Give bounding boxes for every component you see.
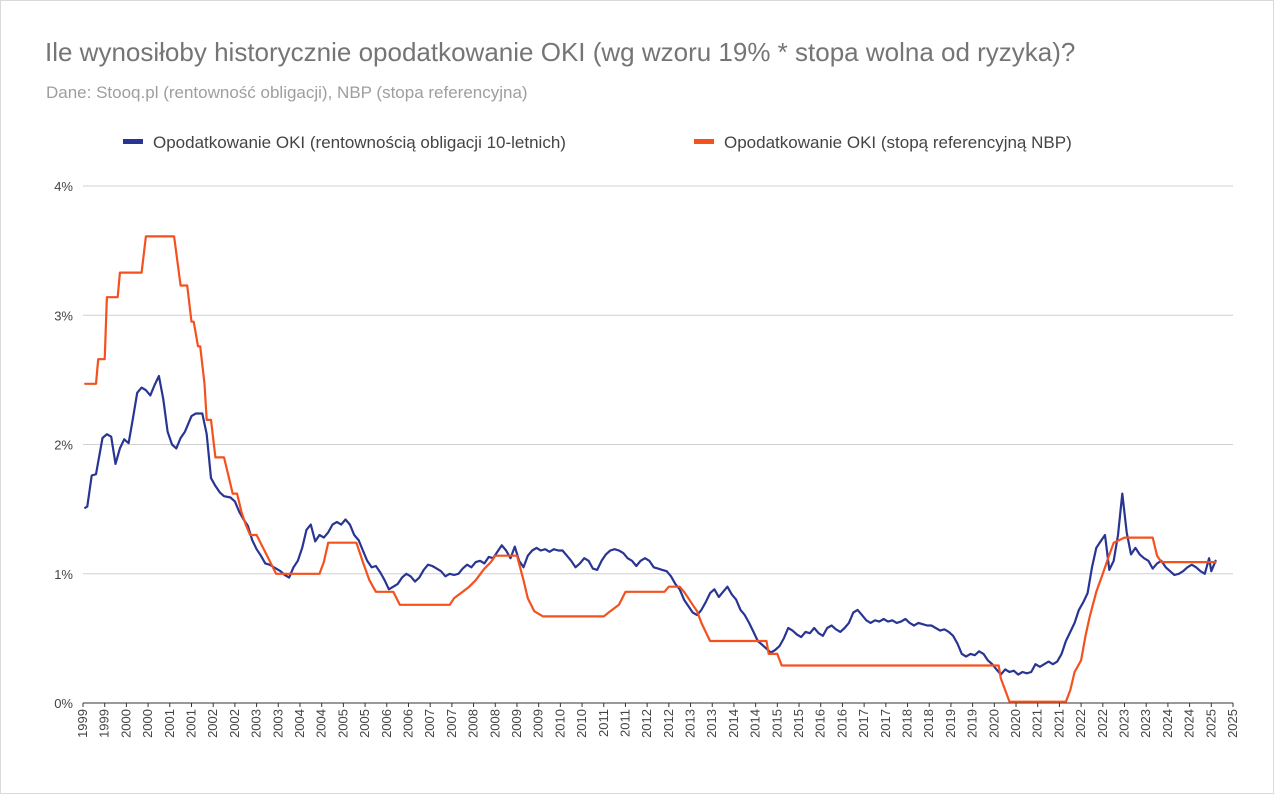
x-tick-label: 2008	[466, 709, 481, 738]
y-tick-label: 1%	[54, 567, 73, 582]
x-tick-label: 2010	[552, 709, 567, 738]
series-line-nbp-rate	[84, 235, 1217, 703]
x-tick-label: 2014	[748, 709, 763, 738]
y-tick-label: 4%	[54, 179, 73, 194]
x-tick-label: 1999	[75, 709, 90, 738]
x-tick-label: 2020	[1008, 709, 1023, 738]
x-tick-label: 2009	[531, 709, 546, 738]
x-tick-label: 2006	[400, 709, 415, 738]
x-tick-label: 2021	[1030, 709, 1045, 738]
x-tick-label: 2025	[1225, 709, 1240, 738]
x-tick-label: 2010	[574, 709, 589, 738]
x-tick-label: 2018	[900, 709, 915, 738]
x-tick-label: 2013	[683, 709, 698, 738]
legend-swatch	[123, 139, 143, 144]
legend-swatch	[694, 139, 714, 144]
x-tick-label: 2017	[878, 709, 893, 738]
x-tick-label: 2006	[379, 709, 394, 738]
x-tick-label: 2015	[791, 709, 806, 738]
x-tick-label: 2002	[227, 709, 242, 738]
x-tick-label: 2003	[270, 709, 285, 738]
x-tick-label: 2025	[1203, 709, 1218, 738]
x-tick-label: 2022	[1073, 709, 1088, 738]
x-tick-label: 2004	[292, 709, 307, 738]
x-tick-label: 2004	[314, 709, 329, 738]
x-tick-label: 2005	[335, 709, 350, 738]
x-tick-label: 2021	[1051, 709, 1066, 738]
x-tick-label: 2016	[813, 709, 828, 738]
x-tick-label: 2023	[1117, 709, 1132, 738]
x-tick-label: 2007	[422, 709, 437, 738]
x-tick-label: 2007	[444, 709, 459, 738]
x-tick-label: 2000	[118, 709, 133, 738]
chart-subtitle: Dane: Stooq.pl (rentowność obligacji), N…	[46, 83, 528, 102]
x-tick-label: 2014	[726, 709, 741, 738]
x-tick-label: 2001	[162, 709, 177, 738]
x-tick-label: 2003	[249, 709, 264, 738]
y-tick-label: 3%	[54, 308, 73, 323]
legend-item-bonds: Opodatkowanie OKI (rentownością obligacj…	[123, 133, 566, 152]
x-tick-label: 2011	[617, 709, 632, 737]
x-tick-label: 2001	[183, 709, 198, 738]
x-tick-label: 2015	[769, 709, 784, 738]
x-tick-label: 2013	[704, 709, 719, 738]
legend-item-nbp-rate: Opodatkowanie OKI (stopą referencyjną NB…	[694, 133, 1072, 152]
x-tick-label: 2002	[205, 709, 220, 738]
x-tick-label: 2008	[487, 709, 502, 738]
x-tick-label: 2018	[921, 709, 936, 738]
x-tick-label: 2012	[661, 709, 676, 738]
x-tick-label: 2024	[1160, 709, 1175, 738]
legend-label: Opodatkowanie OKI (stopą referencyjną NB…	[724, 133, 1072, 152]
x-tick-label: 2000	[140, 709, 155, 738]
y-axis: 0% 1% 2% 3% 4%	[54, 179, 73, 711]
x-tick-label: 2011	[596, 709, 611, 737]
legend: Opodatkowanie OKI (rentownością obligacj…	[123, 133, 1072, 152]
x-tick-label: 2022	[1095, 709, 1110, 738]
x-tick-label: 2023	[1138, 709, 1153, 738]
x-axis: 1999 1999 2000 2000 2001 2001 2002 2002 2003 2003…	[75, 703, 1240, 738]
x-tick-label: 2005	[357, 709, 372, 738]
y-tick-label: 0%	[54, 696, 73, 711]
x-tick-label: 2016	[834, 709, 849, 738]
grid-lines	[83, 185, 1233, 704]
x-tick-label: 2019	[965, 709, 980, 738]
x-tick-label: 2024	[1182, 709, 1197, 738]
x-tick-label: 2009	[509, 709, 524, 738]
series-lines	[84, 235, 1217, 703]
legend-label: Opodatkowanie OKI (rentownością obligacj…	[153, 133, 566, 152]
chart-title: Ile wynosiłoby historycznie opodatkowani…	[45, 37, 1076, 67]
y-tick-label: 2%	[54, 438, 73, 453]
x-tick-label: 1999	[97, 709, 112, 738]
x-tick-label: 2020	[986, 709, 1001, 738]
x-tick-label: 2019	[943, 709, 958, 738]
x-tick-label: 2017	[856, 709, 871, 738]
x-tick-label: 2012	[639, 709, 654, 738]
series-line-bonds	[84, 374, 1217, 676]
